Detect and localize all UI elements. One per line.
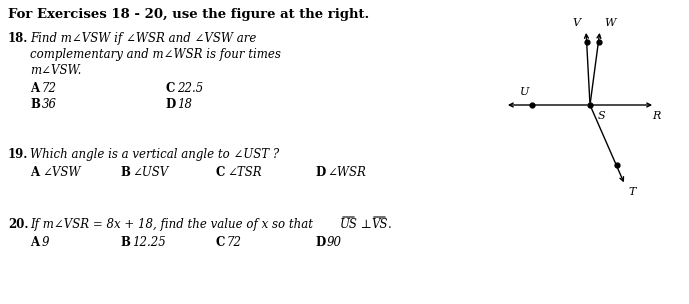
Text: D: D bbox=[165, 98, 175, 111]
Text: .: . bbox=[388, 218, 392, 231]
Text: 90: 90 bbox=[327, 236, 342, 249]
Text: V: V bbox=[572, 18, 580, 28]
Text: VS: VS bbox=[371, 218, 387, 231]
Text: 72: 72 bbox=[227, 236, 242, 249]
Text: If m∠VSR = 8x + 18, find the value of x so that: If m∠VSR = 8x + 18, find the value of x … bbox=[30, 218, 317, 231]
Text: U: U bbox=[520, 87, 530, 97]
Text: D: D bbox=[315, 236, 325, 249]
Text: A: A bbox=[30, 166, 39, 179]
Text: 12.25: 12.25 bbox=[132, 236, 166, 249]
Text: B: B bbox=[120, 166, 130, 179]
Text: 36: 36 bbox=[42, 98, 57, 111]
Text: US: US bbox=[340, 218, 358, 231]
Text: m∠VSW.: m∠VSW. bbox=[30, 64, 81, 77]
Text: C: C bbox=[165, 82, 174, 95]
Text: 9: 9 bbox=[42, 236, 50, 249]
Text: A: A bbox=[30, 82, 39, 95]
Text: B: B bbox=[30, 98, 40, 111]
Text: S: S bbox=[598, 111, 606, 121]
Text: For Exercises 18 - 20, use the figure at the right.: For Exercises 18 - 20, use the figure at… bbox=[8, 8, 369, 21]
Text: 22.5: 22.5 bbox=[177, 82, 203, 95]
Text: A: A bbox=[30, 236, 39, 249]
Text: 19.: 19. bbox=[8, 148, 28, 161]
Text: 72: 72 bbox=[42, 82, 57, 95]
Text: Find m∠VSW if ∠WSR and ∠VSW are: Find m∠VSW if ∠WSR and ∠VSW are bbox=[30, 32, 256, 45]
Text: ⊥: ⊥ bbox=[357, 218, 376, 231]
Text: ∠TSR: ∠TSR bbox=[227, 166, 262, 179]
Text: R: R bbox=[652, 111, 660, 121]
Text: C: C bbox=[215, 166, 225, 179]
Text: ∠WSR: ∠WSR bbox=[327, 166, 366, 179]
Text: B: B bbox=[120, 236, 130, 249]
Text: 18.: 18. bbox=[8, 32, 28, 45]
Text: ∠USV: ∠USV bbox=[132, 166, 168, 179]
Text: T: T bbox=[628, 187, 635, 197]
Text: D: D bbox=[315, 166, 325, 179]
Text: C: C bbox=[215, 236, 225, 249]
Text: 18: 18 bbox=[177, 98, 192, 111]
Text: Which angle is a vertical angle to ∠UST ?: Which angle is a vertical angle to ∠UST … bbox=[30, 148, 279, 161]
Text: W: W bbox=[604, 18, 615, 28]
Text: 20.: 20. bbox=[8, 218, 28, 231]
Text: ∠VSW: ∠VSW bbox=[42, 166, 81, 179]
Text: complementary and m∠WSR is four times: complementary and m∠WSR is four times bbox=[30, 48, 281, 61]
